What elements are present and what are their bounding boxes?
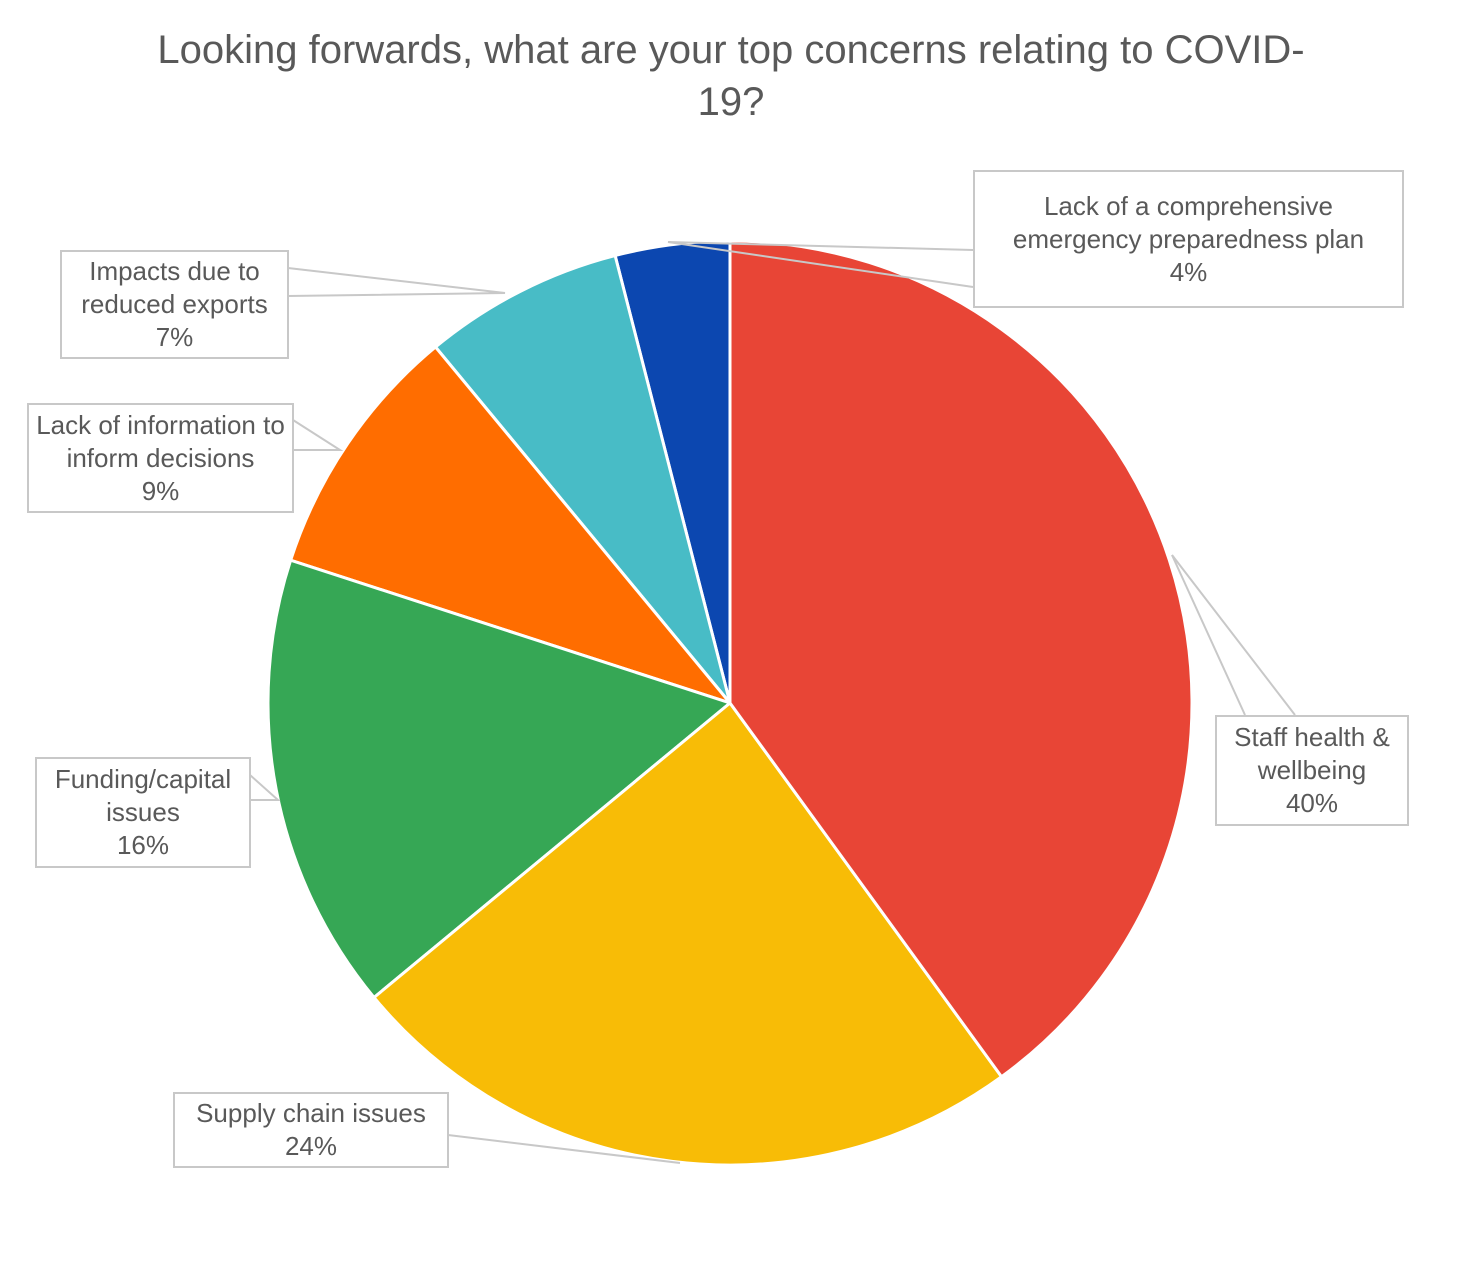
leader-line	[667, 241, 974, 288]
category-label: Staff health & wellbeing	[1234, 722, 1390, 785]
value-label: 40%	[1285, 788, 1339, 818]
data-label: Lack of information to inform decisions 9…	[27, 403, 294, 513]
leader-line	[447, 1134, 681, 1164]
data-label: Lack of a comprehensive emergency prepar…	[973, 170, 1404, 308]
leader-line	[249, 774, 281, 801]
pie-slice	[288, 344, 735, 707]
data-label: Impacts due to reduced exports 7%	[60, 250, 289, 359]
category-label: Supply chain issues	[196, 1098, 426, 1128]
category-label: Lack of a comprehensive emergency prepar…	[1012, 190, 1365, 254]
pie-slice	[728, 239, 1194, 1079]
pie-slice	[433, 253, 732, 704]
leader-line	[292, 419, 344, 451]
leader-lines	[249, 241, 1296, 1164]
value-label: 7%	[155, 322, 194, 352]
category-label: Lack of information to inform decisions	[36, 409, 285, 473]
data-label: Funding/capital issues 16%	[35, 757, 251, 868]
value-label: 4%	[1169, 256, 1208, 287]
chart-title: Looking forwards, what are your top conc…	[157, 28, 1305, 124]
value-label: 16%	[116, 830, 170, 860]
data-label: Staff health & wellbeing 40%	[1215, 715, 1409, 826]
pie-slice	[266, 558, 734, 1000]
data-label: Supply chain issues 24%	[173, 1092, 449, 1168]
leader-line	[287, 267, 506, 297]
category-label: Impacts due to reduced exports	[81, 256, 268, 319]
value-label: 24%	[284, 1131, 338, 1161]
value-label: 9%	[141, 475, 180, 506]
leader-line	[1171, 554, 1296, 716]
category-label: Funding/capital issues	[54, 764, 232, 827]
leader-line	[1171, 554, 1246, 716]
